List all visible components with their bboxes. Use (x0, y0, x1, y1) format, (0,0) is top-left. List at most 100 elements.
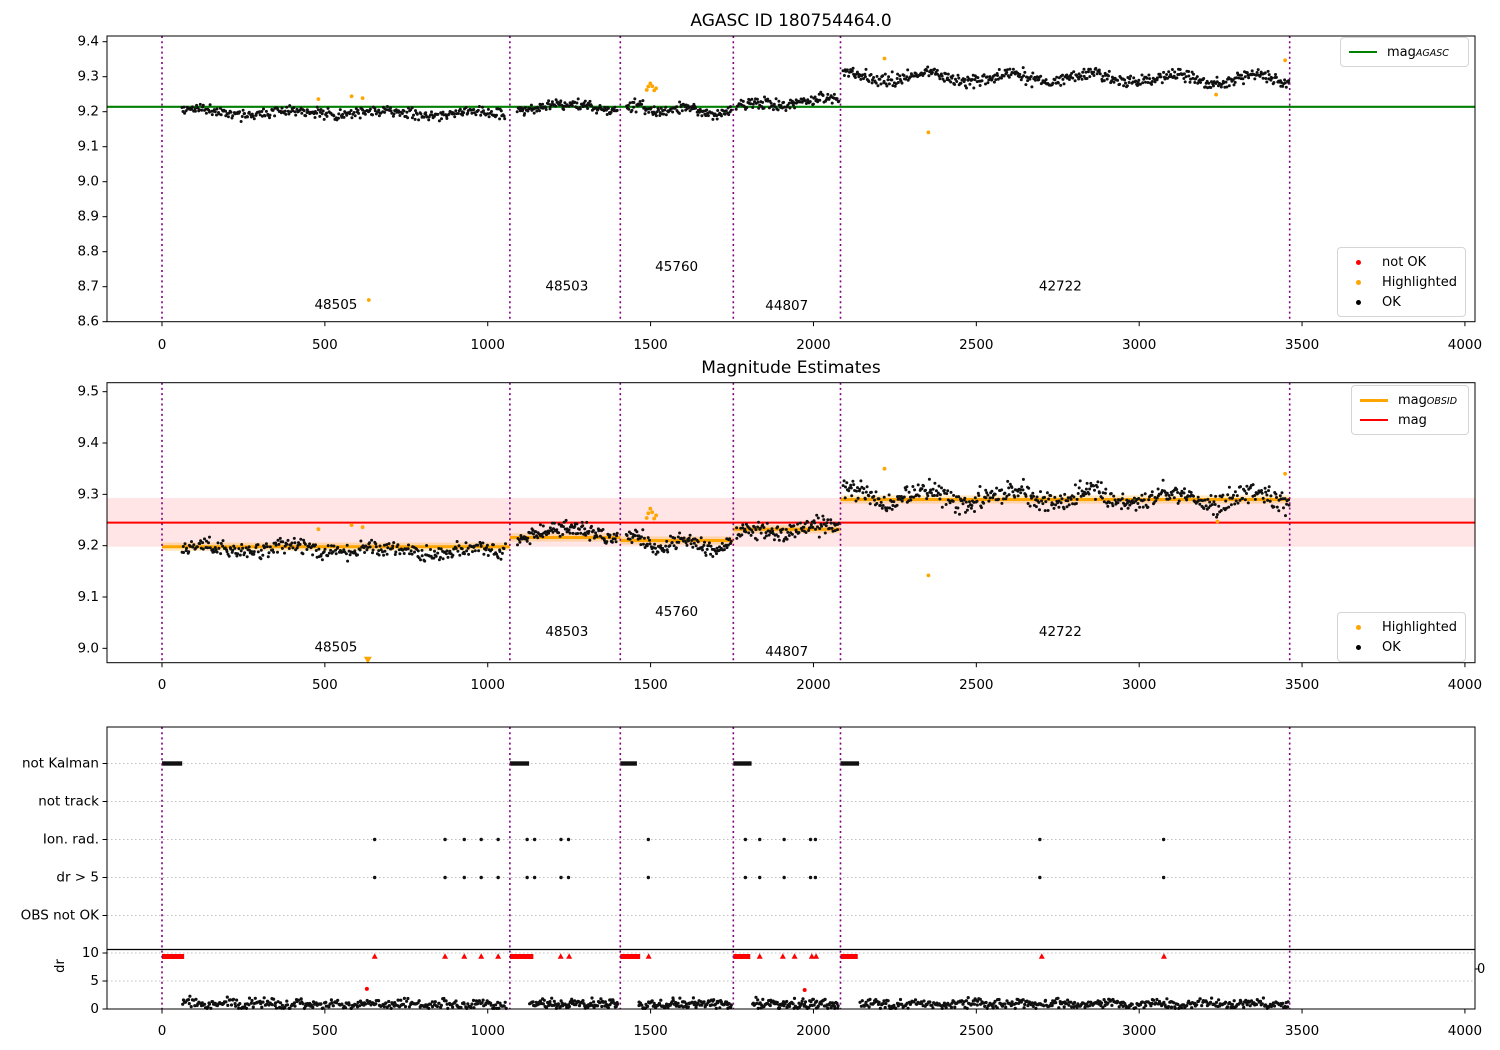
x-tick-label: 1500 (633, 1023, 667, 1039)
x-tick-label: 1500 (633, 337, 667, 353)
obsid-label: 45760 (655, 259, 698, 275)
agasc-magnitudes-vlines (161, 36, 1291, 322)
legend-label-mag-obsid: magOBSID (1398, 392, 1458, 408)
magnitude-estimates-obsid-labels: 48505 48503 45760 44807 42722 (314, 604, 1081, 660)
legend-item-ok: OK (1346, 292, 1457, 312)
y-tick-label: 8.9 (78, 209, 99, 225)
flag-row-label: Ion. rad. (43, 832, 99, 848)
telemetry-flags-dr10-red (162, 953, 1167, 959)
obsid-label: 48503 (545, 279, 588, 295)
legend-item-not-ok: not OK (1346, 252, 1457, 272)
flag-row-label: OBS not OK (21, 908, 101, 924)
black-dot-swatch (1356, 644, 1361, 650)
magnitude-estimates-highlighted-scatter (316, 466, 1287, 664)
x-tick-label: 4000 (1448, 677, 1482, 693)
top-plot-title: AGASC ID 180754464.0 (690, 11, 892, 31)
x-tick-label: 3500 (1285, 677, 1319, 693)
telemetry-flags-vlines (161, 727, 1291, 1009)
y-tick-label: 9.5 (78, 384, 99, 400)
legend-label-highlighted: Highlighted (1382, 274, 1457, 290)
x-tick-label: 0 (158, 1023, 167, 1039)
legend-label-ok: OK (1382, 294, 1401, 310)
obsid-label: 44807 (765, 298, 808, 314)
telemetry-flags: not Kalman not track Ion. rad. dr > 5 OBS no… (21, 756, 1480, 1017)
legend-item-mag: mag (1360, 410, 1460, 430)
magnitude-estimates-axes: 0 500 1000 1500 2000 2500 3000 3500 4000 9.0 9.1 9.… (78, 382, 1482, 693)
x-tick-label: 2000 (796, 337, 830, 353)
y-tick-label: 9.4 (78, 34, 99, 50)
black-dot-swatch (1356, 299, 1361, 305)
x-tick-label: 1000 (471, 1023, 505, 1039)
x-tick-label: 3000 (1122, 1023, 1156, 1039)
middle-plot-title: Magnitude Estimates (701, 358, 881, 378)
legend-item-highlighted-2: Highlighted (1346, 617, 1457, 637)
legend-item-ok-2: OK (1346, 637, 1457, 657)
x-tick-label: 2500 (959, 1023, 993, 1039)
x-tick-label: 4000 (1448, 337, 1482, 353)
x-tick-label: 2000 (796, 677, 830, 693)
x-tick-label: 0 (158, 677, 167, 693)
obsid-label: 48503 (545, 624, 588, 640)
x-tick-label: 3000 (1122, 337, 1156, 353)
legend-item-mag-agasc: magAGASC (1349, 42, 1460, 62)
legend-middle-markers: Highlighted OK (1337, 612, 1466, 662)
dr-tick-label: 10 (82, 945, 99, 961)
magnitude-estimates-ok-scatter (180, 477, 1291, 563)
y-tick-label: 9.1 (78, 589, 99, 605)
agasc-magnitudes-obsid-labels: 48505 48503 45760 44807 42722 (314, 259, 1081, 314)
telemetry-flags-not-kalman (162, 761, 860, 766)
flag-row-label: dr > 5 (56, 870, 99, 886)
obsid-label: 42722 (1039, 624, 1082, 640)
y-tick-label: 9.2 (78, 104, 99, 120)
x-tick-label: 1500 (633, 677, 667, 693)
red-dot-swatch (1356, 259, 1361, 265)
legend-item-mag-obsid: magOBSID (1360, 390, 1460, 410)
green-line-swatch (1349, 51, 1377, 53)
orange-line-swatch (1360, 398, 1388, 402)
x-tick-label: 2500 (959, 677, 993, 693)
obsid-label: 48505 (314, 639, 357, 655)
legend-label-not-ok: not OK (1382, 254, 1427, 270)
y-tick-label: 9.4 (78, 435, 99, 451)
x-tick-label: 500 (312, 337, 338, 353)
y-tick-label: 9.2 (78, 538, 99, 554)
dr-tick-label: 0 (90, 1001, 99, 1017)
agasc-magnitudes-axes: 0 500 1000 1500 2000 2500 3000 3500 4000 8.6 8.7 8.… (78, 34, 1483, 353)
x-tick-label: 3500 (1285, 337, 1319, 353)
legend-mag-agasc: magAGASC (1340, 37, 1469, 67)
legend-mag-lines: magOBSID mag (1351, 385, 1469, 435)
y-tick-label: 9.1 (78, 139, 99, 155)
obsid-label: 44807 (765, 644, 808, 660)
legend-label-highlighted-2: Highlighted (1382, 619, 1457, 635)
x-tick-label: 3000 (1122, 677, 1156, 693)
red-line-swatch (1360, 419, 1388, 421)
telemetry-flags-axes: 0 500 1000 1500 2000 2500 3000 3500 4000 (106, 726, 1482, 1039)
x-tick-label: 500 (312, 1023, 338, 1039)
y-tick-label: 8.7 (78, 279, 99, 295)
x-tick-label: 1000 (471, 677, 505, 693)
telemetry-flags-dr-scatter (181, 986, 1290, 1011)
orange-dot-swatch (1356, 624, 1361, 630)
y-tick-label: 9.3 (78, 486, 99, 502)
agasc-magnitudes-highlighted-scatter (316, 56, 1287, 302)
x-tick-label: 2500 (959, 337, 993, 353)
obsid-label: 45760 (655, 604, 698, 620)
legend-label-ok-2: OK (1382, 639, 1401, 655)
y-tick-label: 9.3 (78, 69, 99, 85)
right-axis-zero-label: 0 (1477, 962, 1486, 977)
telemetry-flags-flag-dots (373, 837, 1166, 880)
agasc-magnitudes-ok-scatter (180, 65, 1291, 123)
magnitude-estimates (107, 495, 1475, 551)
y-tick-label: 9.0 (78, 640, 99, 656)
dr-axis-label: dr (53, 959, 68, 973)
x-tick-label: 2000 (796, 1023, 830, 1039)
y-tick-label: 8.8 (78, 244, 99, 260)
flag-row-label: not track (38, 794, 99, 810)
legend-label-mag: mag (1398, 412, 1427, 428)
x-tick-label: 0 (158, 337, 167, 353)
y-tick-label: 9.0 (78, 174, 99, 190)
x-tick-label: 500 (312, 677, 338, 693)
x-tick-label: 4000 (1448, 1023, 1482, 1039)
